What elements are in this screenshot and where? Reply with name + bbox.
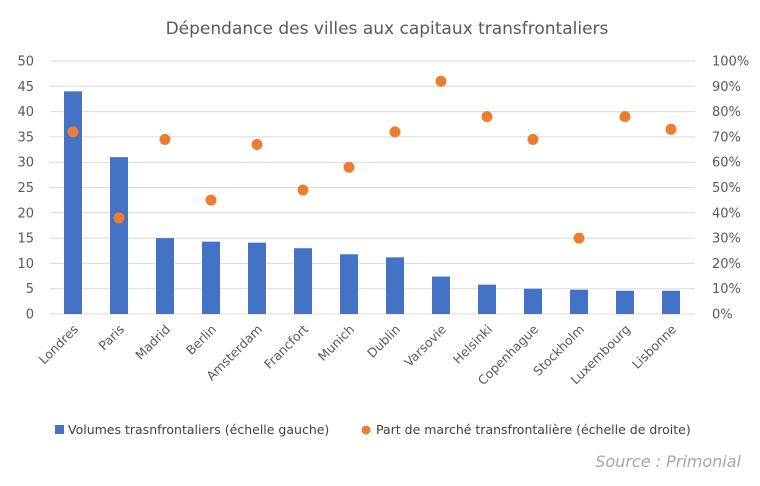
- bar: [386, 257, 404, 314]
- y-right-tick-label: 0%: [712, 308, 733, 323]
- y-left-tick-label: 20: [17, 206, 34, 221]
- data-point: [481, 111, 493, 123]
- bar: [570, 289, 588, 314]
- data-point: [67, 126, 79, 138]
- data-point: [297, 184, 309, 196]
- y-left-tick-label: 0: [26, 308, 34, 323]
- y-axis-left: 0 5 10 15 20 25 30 35 40 45 50: [17, 55, 34, 323]
- y-right-tick-label: 80%: [712, 105, 741, 120]
- y-right-tick-label: 20%: [712, 257, 741, 272]
- legend-label-bars: Volumes trasnfrontaliers (échelle gauche…: [68, 422, 329, 437]
- y-right-tick-label: 50%: [712, 181, 741, 196]
- y-right-tick-label: 70%: [712, 130, 741, 145]
- data-point: [573, 232, 585, 244]
- bar: [340, 254, 358, 314]
- data-point: [619, 111, 631, 123]
- y-axis-right: 0% 10% 20% 30% 40% 50% 60% 70% 80% 90% 100%: [712, 55, 749, 323]
- data-point: [113, 212, 125, 224]
- legend-swatch-dots: [361, 425, 371, 435]
- bar: [248, 242, 266, 314]
- x-tick-label: Madrid: [132, 322, 173, 363]
- gridlines: [50, 60, 695, 315]
- chart-title: Dépendance des villes aux capitaux trans…: [166, 19, 609, 39]
- legend-swatch-bars: [55, 425, 64, 434]
- y-left-tick-label: 35: [17, 130, 34, 145]
- bar: [64, 91, 82, 314]
- dot-series: [67, 75, 677, 244]
- y-right-tick-label: 60%: [712, 156, 741, 171]
- data-point: [251, 138, 263, 150]
- y-left-tick-label: 45: [17, 80, 34, 95]
- data-point: [665, 123, 677, 135]
- data-point: [389, 126, 401, 138]
- x-tick-label: Paris: [95, 322, 127, 354]
- y-right-tick-label: 90%: [712, 80, 741, 95]
- y-right-tick-label: 100%: [712, 55, 749, 70]
- y-left-tick-label: 40: [17, 105, 34, 120]
- y-left-tick-label: 15: [17, 232, 34, 247]
- bar: [110, 157, 128, 314]
- bar: [156, 238, 174, 314]
- y-right-tick-label: 10%: [712, 282, 741, 297]
- y-left-tick-label: 50: [17, 55, 34, 70]
- x-tick-label: Dublin: [364, 322, 403, 361]
- bar-series: [64, 91, 680, 314]
- data-point: [435, 75, 447, 87]
- data-point: [527, 133, 539, 145]
- y-right-tick-label: 40%: [712, 206, 741, 221]
- x-axis-labels: Londres Paris Madrid BerlinAmsterdamFrancfo…: [36, 321, 680, 388]
- x-tick-label: Berlin: [183, 322, 219, 358]
- bar: [616, 290, 634, 314]
- legend-label-dots: Part de marché transfrontalière (échelle…: [376, 422, 691, 437]
- y-left-tick-label: 5: [26, 282, 34, 297]
- legend: Volumes trasnfrontaliers (échelle gauche…: [55, 422, 691, 437]
- bar: [662, 290, 680, 314]
- y-left-tick-label: 30: [17, 156, 34, 171]
- y-left-tick-label: 25: [17, 181, 34, 196]
- data-point: [343, 161, 355, 173]
- y-left-tick-label: 10: [17, 257, 34, 272]
- bar: [432, 276, 450, 314]
- x-tick-label: Varsovie: [401, 321, 449, 369]
- data-point: [205, 194, 217, 206]
- x-tick-label: Francfort: [261, 321, 311, 371]
- bar: [202, 241, 220, 314]
- bar: [294, 248, 312, 314]
- x-tick-label: Munich: [315, 322, 357, 364]
- data-point: [159, 133, 171, 145]
- x-tick-label: Londres: [36, 322, 81, 367]
- x-tick-label: Helsinki: [450, 322, 495, 367]
- bar: [524, 288, 542, 314]
- source-note: Source : Primonial: [595, 452, 741, 471]
- x-tick-label: Lisbonne: [629, 321, 679, 371]
- bar: [478, 284, 496, 314]
- y-right-tick-label: 30%: [712, 232, 741, 247]
